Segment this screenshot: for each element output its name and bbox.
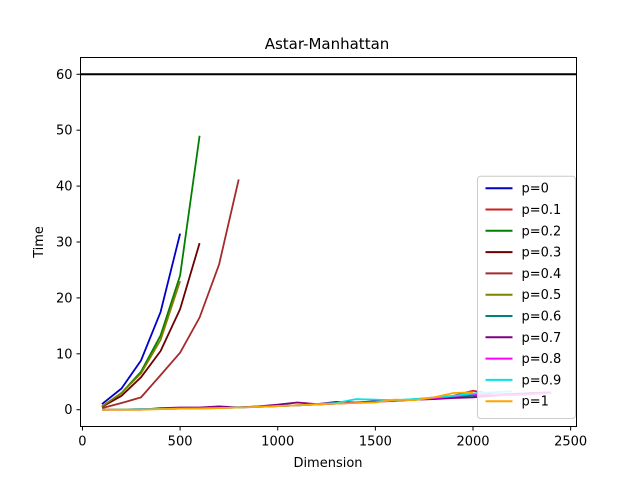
legend-label: p=0.3	[522, 246, 562, 261]
y-tick-label: 20	[56, 291, 73, 306]
legend-label: p=0.1	[522, 203, 562, 218]
legend-label: p=0.7	[522, 331, 562, 346]
legend: p=0 p=0.1 p=0.2 p=0.3 p=0.4 p=0.5 p=0.6 p=0.7 p=…	[477, 175, 576, 419]
y-tick-label: 30	[56, 236, 73, 251]
y-tick-label: 10	[56, 347, 73, 362]
x-tick-label: 500	[168, 435, 193, 450]
x-tick-label: 1500	[359, 435, 392, 450]
series-line-5	[101, 280, 181, 408]
series-line-4	[101, 179, 240, 409]
legend-label: p=0.5	[522, 288, 562, 303]
legend-label: p=0.4	[522, 267, 562, 282]
legend-label: p=0.6	[522, 310, 562, 325]
legend-label: p=0.2	[522, 224, 562, 239]
series-line-0	[101, 233, 181, 405]
chart-title: Astar-Manhattan	[265, 35, 390, 53]
y-tick-label: 0	[64, 403, 72, 418]
x-tick-label: 2000	[456, 435, 489, 450]
x-tick-label: 1000	[261, 435, 294, 450]
x-axis-label: Dimension	[293, 456, 362, 471]
series-line-3	[101, 242, 201, 408]
y-tick-label: 40	[56, 180, 73, 195]
y-tick-label: 50	[56, 124, 73, 139]
legend-label: p=0.8	[522, 352, 562, 367]
legend-label: p=0	[522, 182, 549, 197]
y-axis-label: Time	[32, 226, 47, 259]
series-line-2	[101, 135, 201, 408]
x-tick-label: 2500	[554, 435, 587, 450]
legend-label: p=0.9	[522, 373, 562, 388]
series-line-10	[102, 391, 474, 411]
x-tick-label: 0	[78, 435, 86, 450]
y-tick-label: 60	[56, 68, 73, 83]
legend-label: p=1	[522, 395, 549, 410]
